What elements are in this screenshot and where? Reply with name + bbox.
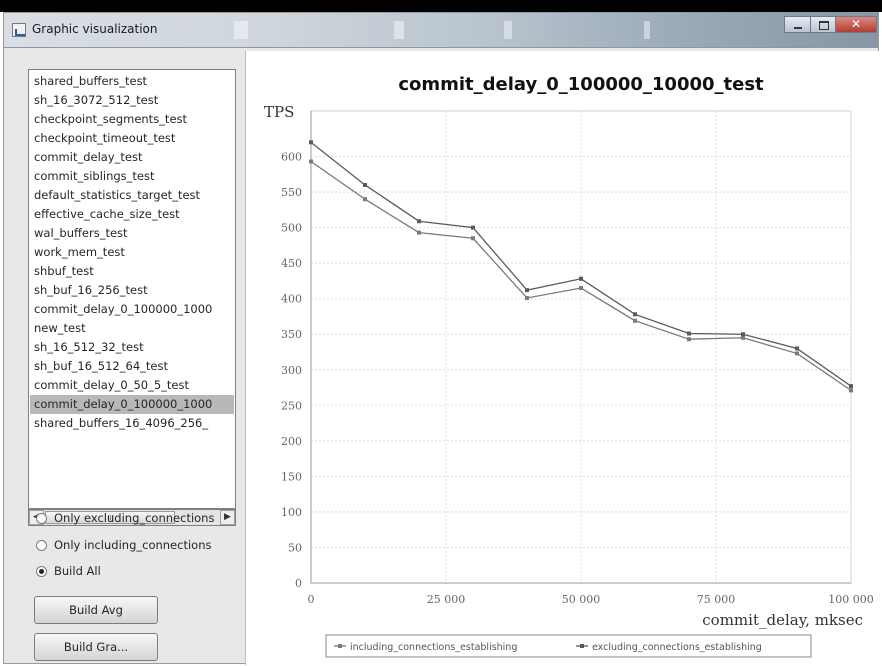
- data-point: [471, 236, 475, 241]
- data-point: [849, 384, 853, 389]
- list-item[interactable]: commit_delay_test: [34, 150, 143, 164]
- maximize-button[interactable]: [810, 16, 836, 33]
- chart-title: commit_delay_0_100000_10000_test: [398, 74, 764, 95]
- list-item[interactable]: wal_buffers_test: [34, 226, 128, 240]
- data-point: [633, 312, 637, 317]
- radio-only-including[interactable]: Only including_connections: [36, 537, 246, 555]
- data-point: [633, 318, 637, 323]
- radio-label: Build All: [54, 564, 101, 578]
- list-item[interactable]: commit_delay_0_100000_1000: [30, 395, 234, 414]
- list-item[interactable]: shared_buffers_16_4096_256_: [34, 416, 209, 430]
- minimize-button[interactable]: [784, 16, 811, 33]
- data-point: [309, 140, 313, 145]
- data-point: [579, 276, 583, 281]
- data-point: [471, 225, 475, 230]
- y-tick-label: 500: [281, 222, 302, 235]
- x-tick-label: 50 000: [562, 593, 601, 606]
- data-point: [525, 288, 529, 293]
- app-window: Graphic visualization ✕ shared_buffers_t…: [3, 12, 879, 665]
- y-tick-label: 450: [281, 257, 302, 270]
- y-tick-label: 0: [295, 577, 302, 590]
- data-point: [687, 331, 691, 336]
- list-item[interactable]: sh_buf_16_512_64_test: [34, 359, 168, 373]
- x-axis-label: commit_delay, mksec: [702, 611, 863, 629]
- data-point: [795, 351, 799, 356]
- app-chart-icon: [12, 23, 26, 37]
- radio-only-excluding[interactable]: Only excluding_connections: [36, 510, 246, 528]
- list-item[interactable]: commit_delay_0_100000_1000: [34, 302, 213, 316]
- build-avg-button[interactable]: Build Avg: [34, 596, 158, 624]
- y-tick-label: 400: [281, 293, 302, 306]
- list-item[interactable]: work_mem_test: [34, 245, 125, 259]
- legend-marker: [338, 644, 342, 648]
- y-tick-label: 300: [281, 364, 302, 377]
- data-point: [417, 230, 421, 235]
- legend-label: excluding_connections_establishing: [592, 642, 762, 653]
- y-tick-label: 600: [281, 151, 302, 164]
- radio-label: Only excluding_connections: [54, 511, 215, 525]
- radio-button-icon[interactable]: [36, 540, 47, 551]
- radio-button-icon[interactable]: [36, 513, 47, 524]
- titlebar-decoration: [234, 21, 248, 39]
- title-bar[interactable]: Graphic visualization ✕: [4, 13, 878, 48]
- titlebar-decoration: [394, 21, 404, 39]
- data-point: [363, 197, 367, 202]
- list-item[interactable]: checkpoint_segments_test: [34, 112, 188, 126]
- list-item[interactable]: checkpoint_timeout_test: [34, 131, 176, 145]
- y-axis-label: TPS: [264, 103, 294, 121]
- radio-build-all[interactable]: Build All: [36, 563, 246, 581]
- titlebar-decoration: [644, 21, 650, 39]
- y-tick-label: 200: [281, 435, 302, 448]
- x-tick-label: 75 000: [697, 593, 736, 606]
- data-point: [417, 219, 421, 224]
- list-item[interactable]: effective_cache_size_test: [34, 207, 180, 221]
- list-item[interactable]: default_statistics_target_test: [34, 188, 201, 202]
- data-point: [363, 182, 367, 187]
- list-item[interactable]: sh_16_3072_512_test: [34, 93, 159, 107]
- list-item[interactable]: sh_buf_16_256_test: [34, 283, 148, 297]
- x-tick-label: 0: [308, 593, 315, 606]
- y-tick-label: 150: [281, 470, 302, 483]
- y-tick-label: 100: [281, 506, 302, 519]
- legend-box: [325, 634, 812, 658]
- data-point: [795, 346, 799, 351]
- list-item[interactable]: shared_buffers_test: [34, 74, 148, 88]
- radio-label: Only including_connections: [54, 538, 212, 552]
- data-point: [741, 332, 745, 337]
- y-tick-label: 250: [281, 399, 302, 412]
- titlebar-decoration: [504, 21, 512, 39]
- build-graph-button[interactable]: Build Gra...: [34, 633, 158, 661]
- top-border: [0, 0, 882, 12]
- close-button[interactable]: ✕: [835, 16, 877, 33]
- y-tick-label: 550: [281, 186, 302, 199]
- scroll-right-icon[interactable]: ▶: [220, 510, 235, 525]
- list-item[interactable]: new_test: [34, 321, 86, 335]
- chart-panel: 0 50 100 150 200 250 300 350 400 450 500 550 600 0 25 …: [245, 51, 879, 665]
- legend-label: including_connections_establishing: [350, 642, 517, 653]
- y-tick-label: 50: [288, 541, 302, 554]
- data-point: [579, 286, 583, 291]
- data-point: [309, 159, 313, 164]
- data-point: [849, 388, 853, 393]
- tps-line-chart: 0 50 100 150 200 250 300 350 400 450 500 550 600 0 25 …: [264, 74, 874, 658]
- list-item[interactable]: sh_16_512_32_test: [34, 340, 144, 354]
- x-tick-label: 25 000: [427, 593, 466, 606]
- y-tick-label: 350: [281, 328, 302, 341]
- list-item[interactable]: commit_delay_0_50_5_test: [34, 378, 189, 392]
- data-point: [687, 337, 691, 342]
- data-point: [741, 335, 745, 340]
- radio-button-icon[interactable]: [36, 566, 47, 577]
- window-title: Graphic visualization: [32, 22, 158, 36]
- close-icon: ✕: [850, 17, 862, 31]
- legend-marker: [580, 644, 584, 648]
- list-item[interactable]: commit_siblings_test: [34, 169, 155, 183]
- list-item[interactable]: shbuf_test: [34, 264, 94, 278]
- data-point: [525, 295, 529, 300]
- x-tick-label: 100 000: [828, 593, 874, 606]
